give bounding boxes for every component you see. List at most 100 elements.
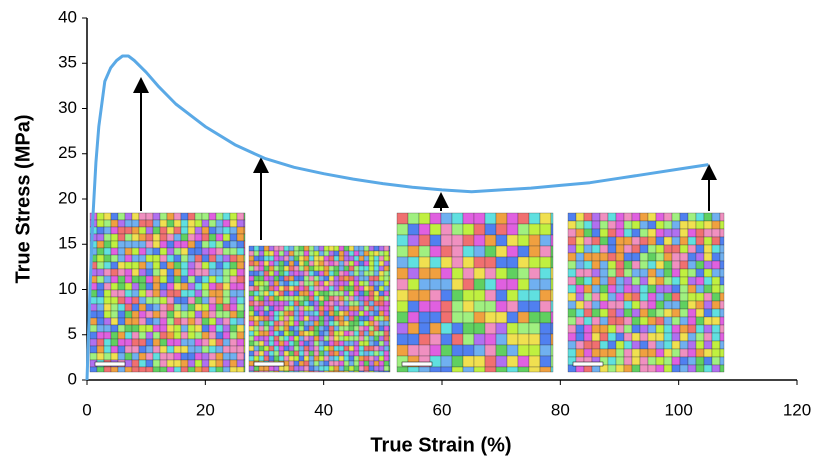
grain [313, 290, 320, 297]
grain [222, 219, 231, 228]
grain [631, 260, 641, 270]
grain [229, 212, 238, 221]
grain [117, 324, 126, 333]
grain [348, 260, 355, 267]
grain [229, 338, 238, 347]
grain [323, 305, 330, 312]
grain [248, 355, 255, 362]
grain [248, 260, 255, 267]
grain [378, 260, 385, 267]
grain [288, 255, 295, 262]
grain [711, 316, 721, 326]
grain [388, 355, 391, 362]
grain [623, 244, 633, 254]
grain [517, 322, 530, 335]
grain [318, 335, 325, 342]
grain [333, 290, 340, 297]
grain [273, 320, 280, 327]
grain [451, 245, 464, 258]
grain [303, 310, 310, 317]
grain [293, 295, 300, 302]
grain [615, 228, 625, 238]
grain [506, 300, 519, 313]
grain [166, 338, 175, 347]
grain [110, 261, 119, 270]
grain [110, 338, 119, 347]
grain [166, 212, 175, 221]
grain [117, 261, 126, 270]
grain [131, 247, 140, 256]
grain [138, 331, 147, 340]
grain [429, 289, 442, 302]
grain [623, 284, 633, 294]
grain [591, 324, 601, 334]
grain [103, 219, 112, 228]
scale-bar [94, 361, 126, 367]
grain [323, 360, 330, 367]
x-tick-label: 20 [196, 400, 215, 419]
grain [719, 268, 725, 278]
grain [495, 344, 508, 357]
grain [138, 345, 147, 354]
grain [138, 338, 147, 347]
grain [539, 311, 552, 324]
grain [719, 252, 725, 262]
grain [194, 247, 203, 256]
grain [152, 324, 161, 333]
grain [687, 356, 697, 366]
grain [348, 335, 355, 342]
grain [180, 352, 189, 361]
grain [263, 275, 270, 282]
grain [539, 267, 552, 280]
grain [166, 261, 175, 270]
grain [671, 212, 681, 222]
grain [201, 303, 210, 312]
grain [440, 311, 453, 324]
grain [583, 276, 593, 286]
grain [152, 261, 161, 270]
grain [323, 340, 330, 347]
grain [506, 366, 519, 373]
grain [528, 289, 541, 302]
grain [89, 303, 98, 312]
grain [110, 268, 119, 277]
grain [201, 310, 210, 319]
grain [103, 317, 112, 326]
grain [208, 289, 217, 298]
grain [663, 260, 673, 270]
grain [639, 228, 649, 238]
grain [539, 300, 552, 313]
grain [495, 267, 508, 280]
grain [303, 320, 310, 327]
grain [222, 317, 231, 326]
grain [258, 290, 265, 297]
grain [358, 330, 365, 337]
grain [318, 285, 325, 292]
grain [407, 212, 420, 225]
grain [293, 360, 300, 367]
grain [208, 359, 217, 368]
grain [338, 245, 345, 252]
grain [253, 265, 260, 272]
grain [539, 366, 552, 373]
grain [495, 245, 508, 258]
grain [298, 355, 305, 362]
grain [539, 344, 552, 357]
grain [215, 310, 224, 319]
grain [575, 300, 585, 310]
grain [110, 331, 119, 340]
grain [655, 284, 665, 294]
grain [145, 310, 154, 319]
grain [258, 315, 265, 322]
grain [131, 240, 140, 249]
grain [138, 240, 147, 249]
grain [236, 282, 245, 291]
grain [303, 355, 310, 362]
grain [338, 320, 345, 327]
grain [363, 320, 370, 327]
grain [328, 310, 335, 317]
grain [229, 324, 238, 333]
grain [358, 255, 365, 262]
grain [243, 338, 246, 347]
grain [378, 325, 385, 332]
